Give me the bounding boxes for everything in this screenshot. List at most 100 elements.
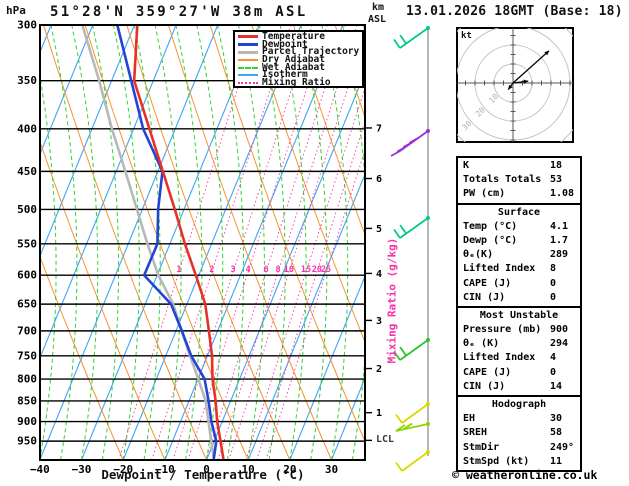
dry-adiabat-line bbox=[585, 25, 629, 460]
index-label: Lifted Index bbox=[463, 263, 536, 275]
indices-section-header: Hodograph bbox=[491, 399, 547, 410]
wet-adiabat-line bbox=[258, 25, 286, 460]
wet-adiabat-line bbox=[279, 25, 307, 460]
mixing-ratio-value: 10 bbox=[284, 265, 294, 275]
legend-item: Mixing Ratio bbox=[238, 78, 362, 87]
wet-adiabat-line bbox=[50, 25, 78, 460]
legend-swatch-solid bbox=[238, 35, 258, 39]
wind-barb-shaft bbox=[401, 451, 429, 472]
index-value: 30 bbox=[550, 413, 563, 425]
mixing-ratio-line bbox=[205, 25, 346, 460]
temp-tick-label: −30 bbox=[72, 463, 92, 476]
isotherm-line bbox=[330, 376, 365, 460]
wet-adiabat-line bbox=[175, 25, 203, 460]
copyright: © weatheronline.co.uk bbox=[452, 468, 598, 482]
index-label: StmSpd (kt) bbox=[463, 455, 530, 467]
wind-barb-tick bbox=[409, 137, 419, 144]
wind-barb-tick bbox=[393, 350, 401, 361]
pressure-tick-label: 850 bbox=[17, 394, 37, 407]
wind-barb-tick bbox=[399, 34, 407, 45]
mixing-ratio-line bbox=[151, 25, 292, 460]
wind-barb bbox=[395, 402, 430, 424]
isotherm-line bbox=[40, 25, 177, 360]
index-value: 4 bbox=[550, 352, 557, 364]
index-value: 1.7 bbox=[550, 234, 569, 246]
index-row: SREH 58 bbox=[458, 426, 580, 440]
storm-vector-upper bbox=[512, 50, 550, 84]
height-axis-unit-asl: ASL bbox=[368, 14, 387, 25]
legend-item: Parcel Trajectory bbox=[238, 47, 362, 56]
index-value: 900 bbox=[550, 324, 569, 336]
pressure-tick-label: 650 bbox=[17, 298, 37, 311]
wind-barb-shaft bbox=[395, 423, 429, 432]
legend-swatch-solid bbox=[238, 43, 258, 47]
height-axis-unit-km: km bbox=[372, 2, 385, 13]
wind-barb bbox=[390, 129, 430, 157]
dewpoint-curve bbox=[116, 25, 218, 460]
legend-label: Dewpoint bbox=[262, 38, 308, 50]
isotherm-line bbox=[289, 274, 365, 460]
legend-label: Wet Adiabat bbox=[262, 61, 325, 73]
pressure-tick-label: 500 bbox=[17, 203, 37, 216]
legend-item: Wet Adiabat bbox=[238, 61, 362, 73]
mixing-ratio-value: 2 bbox=[209, 265, 214, 275]
wind-barb bbox=[393, 338, 430, 361]
parcel-trajectory-curve bbox=[81, 25, 216, 460]
wind-barb-tick bbox=[395, 413, 403, 424]
legend-item: Dewpoint bbox=[238, 38, 362, 50]
isotherm-line bbox=[122, 25, 302, 460]
index-row: EH 30 bbox=[458, 412, 580, 426]
run-datetime: 13.01.2026 18GMT (Base: 18) bbox=[406, 4, 623, 19]
index-row: PW (cm) 1.08 bbox=[458, 187, 580, 201]
index-row: Dewp (°C) 1.7 bbox=[458, 234, 580, 248]
pressure-axis-unit: hPa bbox=[6, 4, 26, 17]
hodograph-arrowhead bbox=[544, 50, 550, 56]
pressure-tick-label: 400 bbox=[17, 122, 37, 135]
pressure-tick-label: 950 bbox=[17, 435, 37, 448]
index-value: 53 bbox=[550, 174, 563, 186]
indices-table: K 18 Totals Totals 53 PW (cm) 1.08 Surface Temp… bbox=[456, 156, 582, 472]
wet-adiabat-line bbox=[154, 25, 182, 460]
legend-swatch-solid bbox=[238, 50, 258, 54]
wind-barb bbox=[395, 450, 430, 472]
mixing-ratio-value: 8 bbox=[276, 265, 281, 275]
index-row: StmSpd (kt) 11 bbox=[458, 455, 580, 469]
station-title: 51°28'N 359°27'W 38m ASL bbox=[50, 4, 308, 20]
index-label: Totals Totals bbox=[463, 174, 542, 186]
legend-item: Isotherm bbox=[238, 70, 362, 80]
index-value: 8 bbox=[550, 263, 557, 275]
index-row: θₑ (K) 294 bbox=[458, 337, 580, 351]
wind-barb-shaft bbox=[401, 403, 429, 424]
isotherm-line bbox=[0, 25, 9, 460]
wind-barb-shaft bbox=[399, 217, 429, 239]
index-label: Pressure (mb) bbox=[463, 324, 542, 336]
wet-adiabat-line bbox=[133, 25, 161, 460]
legend-item: Temperature bbox=[238, 32, 362, 41]
index-row: Lifted Index 8 bbox=[458, 262, 580, 276]
index-value: 58 bbox=[550, 427, 563, 439]
wet-adiabat-line bbox=[71, 25, 99, 460]
pressure-tick-label: 550 bbox=[17, 237, 37, 250]
mixing-ratio-axis-label: Mixing Ratio (g/kg) bbox=[385, 237, 399, 364]
wind-barb-shaft bbox=[399, 27, 429, 49]
isotherm-line bbox=[164, 25, 344, 460]
wind-barb-tick bbox=[399, 224, 407, 235]
index-label: CIN (J) bbox=[463, 380, 506, 392]
pressure-tick-label: 600 bbox=[17, 269, 37, 282]
height-tick-label: 2 bbox=[376, 364, 382, 375]
indices-section-header: Most Unstable bbox=[479, 309, 559, 321]
wind-barb-tick bbox=[402, 422, 413, 431]
pressure-tick-label: 450 bbox=[17, 165, 37, 178]
temp-tick-label: 0 bbox=[203, 463, 210, 476]
index-label: Temp (°C) bbox=[463, 220, 518, 232]
index-row: StmDir 249° bbox=[458, 441, 580, 455]
pressure-tick-label: 700 bbox=[17, 324, 37, 337]
legend-swatch-solid bbox=[238, 58, 258, 61]
index-label: θₑ(K) bbox=[463, 249, 494, 261]
wind-barb bbox=[393, 26, 430, 49]
wet-adiabat-line bbox=[40, 74, 57, 460]
index-row: Temp (°C) 4.1 bbox=[458, 220, 580, 234]
temp-axis-title: Dewpoint / Temperature (°C) bbox=[101, 467, 305, 482]
index-value: 289 bbox=[550, 249, 569, 261]
